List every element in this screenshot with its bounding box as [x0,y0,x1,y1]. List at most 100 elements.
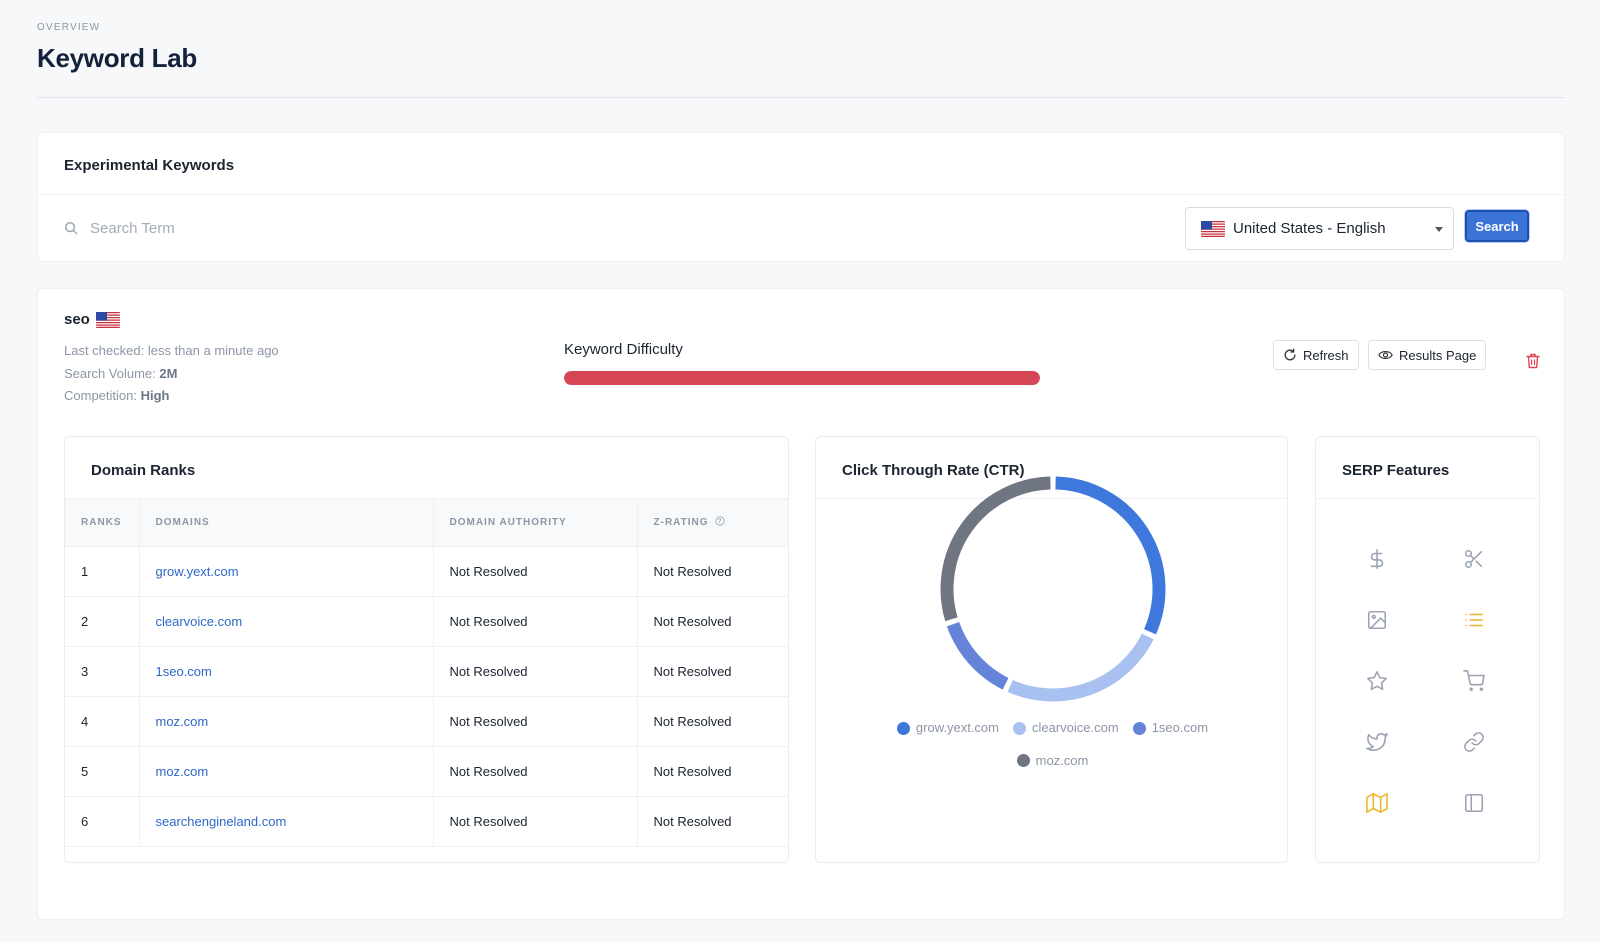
page-title: Keyword Lab [37,43,197,73]
z-rating-cell: Not Resolved [637,546,788,597]
legend-dot [1016,754,1030,767]
search-volume: Search Volume: 2M [64,366,177,381]
search-button[interactable]: Search [1465,210,1529,242]
serp-features-title: SERP Features [1316,437,1539,499]
table-header-row: RANKS DOMAINS DOMAIN AUTHORITY Z-RATING … [65,499,788,547]
rank-cell: 5 [65,746,140,797]
domain-link[interactable]: clearvoice.com [139,596,434,647]
image-icon[interactable] [1366,609,1388,631]
domain-authority-cell: Not Resolved [433,646,638,697]
domain-ranks-table: RANKS DOMAINS DOMAIN AUTHORITY Z-RATING … [65,499,788,847]
z-rating-cell: Not Resolved [637,696,788,747]
search-icon [65,222,78,235]
domain-ranks-panel: Domain Ranks RANKS DOMAINS DOMAIN AUTHOR… [64,436,789,863]
last-checked-value: less than a minute ago [147,343,279,358]
legend-item[interactable]: moz.com [1016,746,1089,776]
help-icon[interactable]: ? [715,516,725,526]
z-rating-cell: Not Resolved [637,646,788,697]
scissors-icon[interactable] [1463,548,1485,570]
legend-item[interactable]: clearvoice.com [1013,713,1119,743]
star-icon[interactable] [1366,670,1388,692]
competition-value: High [140,388,170,403]
domain-link[interactable]: moz.com [139,696,434,747]
domain-authority-cell: Not Resolved [433,796,638,847]
rank-cell: 1 [65,546,140,597]
z-rating-cell: Not Resolved [637,596,788,647]
link-icon[interactable] [1463,731,1485,753]
svg-text:?: ? [718,518,723,525]
search-volume-value: 2M [159,366,178,381]
legend-item[interactable]: grow.yext.com [896,713,999,743]
ctr-slice-3[interactable] [946,621,1009,690]
domain-link[interactable]: searchengineland.com [139,796,434,847]
shopping-cart-icon[interactable] [1463,670,1485,692]
keyword-difficulty-label: Keyword Difficulty [564,341,683,358]
column-header-ranks[interactable]: RANKS [65,499,140,547]
legend-label: moz.com [1035,752,1089,768]
search-row: United States - English Search [38,195,1564,262]
legend-dot [1132,721,1146,735]
z-rating-cell: Not Resolved [637,746,788,797]
rank-cell: 6 [65,796,140,847]
legend-label: 1seo.com [1151,720,1209,735]
header-divider [37,97,1565,98]
page-header: OVERVIEW Keyword Lab [37,22,1565,74]
locale-select[interactable]: United States - English [1185,207,1454,250]
results-page-button[interactable]: Results Page [1368,340,1487,370]
last-checked: Last checked: less than a minute ago [64,343,279,358]
keyword-result-card: seo Last checked: less than a minute ago… [37,288,1565,920]
column-header-domain-authority[interactable]: DOMAIN AUTHORITY [433,499,638,547]
search-input[interactable] [90,215,1090,241]
keyword-difficulty-bar [564,371,1040,385]
domain-authority-cell: Not Resolved [433,596,638,647]
last-checked-label: Last checked: [64,343,145,358]
eye-icon [1378,350,1393,360]
legend-label: clearvoice.com [1032,720,1119,735]
column-header-domains[interactable]: DOMAINS [139,499,434,547]
domain-ranks-title: Domain Ranks [65,437,788,499]
table-row: 3 1seo.com Not Resolved Not Resolved [65,646,788,697]
trash-icon[interactable] [1526,353,1540,369]
ctr-slice-2[interactable] [1007,633,1154,702]
legend-dot [896,721,910,735]
locale-label: United States - English [1233,220,1386,237]
chevron-down-icon [1435,227,1443,232]
column-header-z-rating[interactable]: Z-RATING ? [637,499,788,547]
z-rating-cell: Not Resolved [637,796,788,847]
list-icon[interactable] [1463,609,1485,631]
rank-cell: 2 [65,596,140,647]
domain-authority-cell: Not Resolved [433,546,638,597]
domain-authority-cell: Not Resolved [433,746,638,797]
card-title: Experimental Keywords [38,133,1564,195]
domain-authority-cell: Not Resolved [433,696,638,747]
us-flag-icon [95,311,120,328]
table-row: 1 grow.yext.com Not Resolved Not Resolved [65,546,788,597]
ctr-panel: Click Through Rate (CTR) grow.yext.com cl… [815,436,1288,863]
twitter-icon[interactable] [1366,731,1388,753]
keyword-title: seo [64,311,120,328]
experimental-keywords-card: Experimental Keywords United [37,132,1565,262]
ctr-slice-4[interactable] [940,476,1051,622]
legend-item[interactable]: 1seo.com [1132,713,1209,743]
legend-dot [1013,721,1026,735]
search-volume-label: Search Volume: [64,366,156,381]
competition: Competition: High [64,388,170,403]
domain-link[interactable]: grow.yext.com [139,546,434,597]
domain-link[interactable]: 1seo.com [139,646,434,697]
sidebar-panel-icon[interactable] [1463,792,1485,814]
ctr-donut-chart [940,476,1166,702]
competition-label: Competition: [64,388,137,403]
results-page-label: Results Page [1399,347,1477,363]
serp-features-panel: SERP Features [1315,436,1540,863]
map-icon[interactable] [1366,792,1388,814]
refresh-icon [1284,348,1296,361]
domain-link[interactable]: moz.com [139,746,434,797]
table-row: 6 searchengineland.com Not Resolved Not Res… [65,796,788,847]
ctr-slice-1[interactable] [1055,476,1166,635]
legend-label: grow.yext.com [915,720,999,735]
rank-cell: 3 [65,646,140,697]
dollar-icon[interactable] [1366,548,1388,570]
table-row: 4 moz.com Not Resolved Not Resolved [65,696,788,747]
refresh-button[interactable]: Refresh [1273,340,1359,370]
keyword-text: seo [64,311,90,328]
